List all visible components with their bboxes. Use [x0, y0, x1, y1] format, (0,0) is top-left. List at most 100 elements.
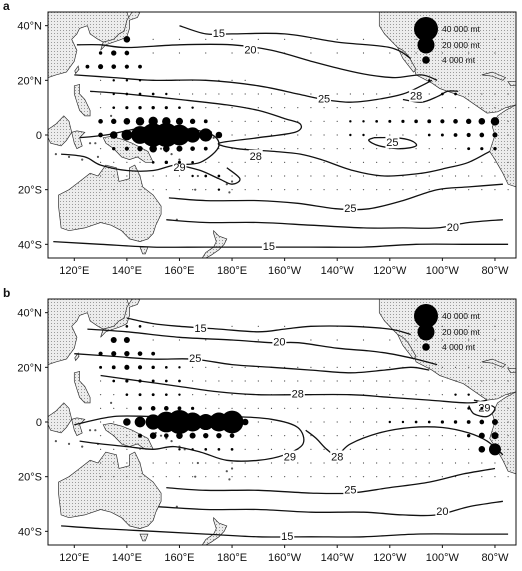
grid-point: [349, 462, 351, 464]
grid-point: [231, 134, 233, 136]
grid-point: [310, 107, 312, 109]
grid-point: [376, 380, 378, 382]
grid-point: [218, 366, 220, 368]
island: [196, 461, 199, 465]
grid-point: [231, 407, 233, 409]
grid-point: [270, 407, 273, 409]
island: [42, 440, 44, 442]
grid-point: [218, 462, 220, 464]
grid-point: [376, 134, 378, 136]
grid-point: [113, 189, 115, 191]
island: [88, 142, 92, 145]
grid-point: [257, 161, 259, 163]
island: [194, 475, 197, 478]
grid-point: [336, 421, 338, 423]
catch-circle: [466, 132, 471, 138]
island: [54, 440, 57, 443]
grid-point: [389, 107, 391, 109]
grid-point: [257, 325, 259, 327]
grid-point: [99, 175, 102, 177]
grid-point: [113, 448, 115, 450]
grid-point: [310, 421, 312, 423]
grid-point: [99, 79, 102, 81]
catch-circle: [466, 433, 471, 438]
grid-point: [205, 462, 207, 464]
contour-label: 25: [386, 137, 398, 149]
catch-circle: [440, 133, 444, 137]
grid-point: [336, 407, 338, 409]
grid-point: [468, 38, 470, 40]
catch-circle: [138, 406, 142, 411]
isotherm-28: [90, 90, 490, 177]
grid-point: [270, 161, 273, 163]
grid-point: [336, 52, 338, 54]
grid-point: [507, 366, 509, 368]
contour-label: 29: [478, 402, 490, 414]
catch-circle: [427, 119, 432, 124]
isotherm-29: [179, 164, 241, 185]
catch-circle: [177, 406, 182, 411]
grid-point: [139, 189, 141, 191]
grid-point: [415, 407, 417, 409]
lon-label: 140°E: [112, 552, 142, 564]
grid-point: [205, 52, 207, 54]
isotherm-25: [168, 183, 503, 211]
grid-point: [428, 148, 430, 150]
catch-layer: [98, 324, 501, 456]
grid-point: [428, 476, 430, 478]
grid-point: [362, 175, 365, 177]
grid-point: [362, 38, 365, 40]
catch-circle: [164, 160, 169, 165]
grid-point: [244, 175, 246, 177]
grid-point: [454, 161, 457, 163]
landmass-japan: [100, 299, 141, 338]
contour-label: 20: [273, 337, 285, 349]
catch-circle: [217, 188, 221, 191]
grid-point: [507, 148, 509, 150]
catch-circle: [454, 393, 457, 396]
grid-point: [323, 476, 325, 478]
lon-label: 120°W: [373, 265, 407, 277]
catch-circle: [453, 119, 458, 124]
grid-point: [376, 421, 378, 423]
grid-point: [362, 462, 365, 464]
grid-point: [349, 476, 351, 478]
grid-point: [270, 421, 273, 423]
legend-label: 40 000 mt: [442, 311, 480, 321]
landmass-sulawesi: [71, 417, 86, 437]
grid-point: [244, 462, 246, 464]
grid-point: [415, 107, 417, 109]
grid-point: [310, 52, 312, 54]
grid-point: [284, 38, 286, 40]
legend-symbol: [417, 36, 435, 54]
grid-point: [441, 339, 443, 341]
grid-point: [362, 93, 365, 95]
grid-point: [284, 380, 286, 382]
grid-point: [99, 448, 102, 450]
grid-point: [349, 448, 351, 450]
grid-point: [113, 407, 115, 409]
grid-point: [113, 161, 115, 163]
grid-point: [428, 366, 430, 368]
grid-point: [152, 476, 154, 478]
grid-point: [389, 52, 391, 54]
grid-point: [362, 380, 365, 382]
grid-point: [336, 134, 338, 136]
grid-point: [415, 175, 417, 177]
catch-circle: [440, 119, 445, 124]
grid-point: [362, 161, 365, 163]
grid-point: [205, 366, 207, 368]
catch-circle: [178, 366, 181, 369]
catch-circle: [178, 448, 181, 451]
catch-circle: [138, 79, 142, 82]
island: [212, 136, 215, 139]
grid-point: [481, 93, 483, 95]
grid-point: [284, 325, 286, 327]
grid-point: [376, 476, 378, 478]
catch-circle: [111, 365, 116, 370]
grid-point: [297, 366, 299, 368]
landmass-aus: [58, 451, 162, 529]
contour-label-bg: [211, 26, 226, 39]
catch-circle: [401, 119, 405, 123]
catch-circle: [491, 419, 498, 425]
